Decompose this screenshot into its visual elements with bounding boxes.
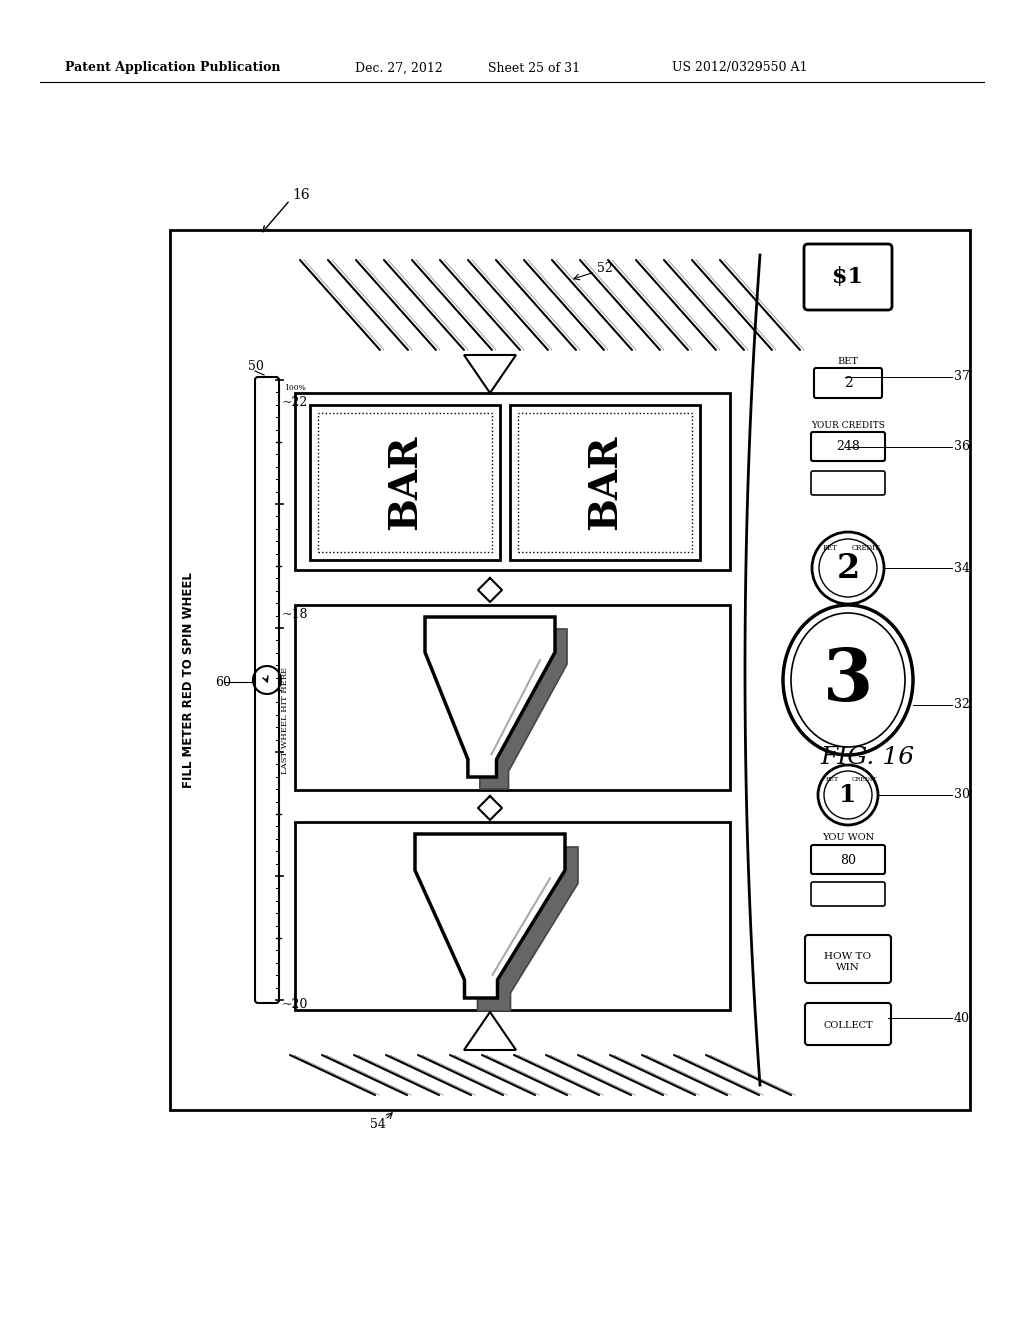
Text: $1: $1 [833, 267, 863, 288]
Text: 100%: 100% [284, 384, 306, 392]
Bar [518, 413, 692, 552]
Text: 80: 80 [840, 854, 856, 866]
Text: ~20: ~20 [282, 998, 308, 1011]
Circle shape [812, 532, 884, 605]
Text: 52: 52 [597, 261, 612, 275]
Text: BAR: BAR [386, 434, 424, 529]
Text: CREDIT: CREDIT [851, 777, 877, 781]
PathPatch shape [415, 834, 565, 998]
Bar [310, 405, 500, 560]
Text: 16: 16 [292, 187, 309, 202]
Text: FILL METER RED TO SPIN WHEEL: FILL METER RED TO SPIN WHEEL [181, 572, 195, 788]
Text: 36: 36 [954, 441, 970, 454]
Text: COLLECT: COLLECT [823, 1020, 872, 1030]
Text: BET: BET [838, 358, 858, 367]
FancyBboxPatch shape [814, 368, 882, 399]
Text: CREDIT: CREDIT [852, 544, 881, 552]
Text: 32: 32 [954, 698, 970, 711]
Text: YOU WON: YOU WON [822, 833, 874, 842]
Text: 248: 248 [836, 441, 860, 454]
FancyBboxPatch shape [804, 244, 892, 310]
Ellipse shape [783, 605, 913, 755]
Text: HOW TO
WIN: HOW TO WIN [824, 952, 871, 972]
Text: ~22: ~22 [282, 396, 308, 409]
Text: 54: 54 [370, 1118, 386, 1131]
Text: 30: 30 [954, 788, 970, 801]
Text: FIG. 16: FIG. 16 [820, 747, 914, 770]
FancyBboxPatch shape [811, 471, 885, 495]
FancyBboxPatch shape [805, 1003, 891, 1045]
PathPatch shape [437, 630, 567, 789]
Bar [170, 230, 970, 1110]
Text: 34: 34 [954, 561, 970, 574]
Text: BET: BET [825, 777, 839, 781]
PathPatch shape [425, 616, 555, 777]
Text: 3: 3 [823, 644, 873, 715]
Bar [318, 413, 492, 552]
FancyBboxPatch shape [811, 845, 885, 874]
Bar [295, 393, 730, 570]
Circle shape [818, 766, 878, 825]
Text: 2: 2 [837, 552, 859, 585]
Text: 40: 40 [954, 1011, 970, 1024]
Bar [295, 605, 730, 789]
FancyBboxPatch shape [811, 432, 885, 461]
Text: US 2012/0329550 A1: US 2012/0329550 A1 [672, 62, 808, 74]
Text: 50: 50 [248, 359, 264, 372]
Text: Sheet 25 of 31: Sheet 25 of 31 [488, 62, 581, 74]
Bar [510, 405, 700, 560]
PathPatch shape [428, 847, 578, 1011]
Text: 2: 2 [844, 376, 852, 389]
Text: Dec. 27, 2012: Dec. 27, 2012 [355, 62, 442, 74]
Text: ~18: ~18 [282, 609, 308, 622]
FancyBboxPatch shape [811, 882, 885, 906]
FancyBboxPatch shape [255, 378, 279, 1003]
Bar [295, 822, 730, 1010]
Text: YOUR CREDITS: YOUR CREDITS [811, 421, 885, 429]
FancyBboxPatch shape [805, 935, 891, 983]
Text: BAR: BAR [586, 434, 624, 529]
Text: BET: BET [822, 544, 838, 552]
Text: 60: 60 [215, 676, 231, 689]
Text: 1: 1 [840, 783, 857, 807]
Text: 37: 37 [954, 371, 970, 384]
Text: LAST WHEEL HIT HERE: LAST WHEEL HIT HERE [281, 667, 289, 774]
Text: Patent Application Publication: Patent Application Publication [65, 62, 281, 74]
